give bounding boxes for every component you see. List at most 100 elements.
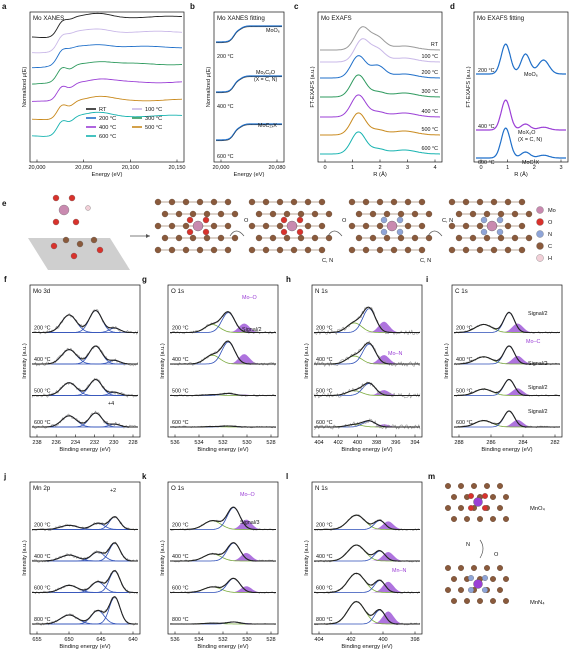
atom — [482, 493, 488, 499]
series-line — [476, 127, 566, 159]
structure-label: MnN₄ — [530, 600, 545, 606]
atom — [186, 216, 194, 224]
atom — [304, 198, 312, 206]
fit-envelope-line — [32, 542, 138, 562]
series-line — [320, 112, 441, 136]
panel-h: h 404 402 400 398 396 394 Binding energy (eV) In… — [286, 275, 423, 453]
x-tick-label: 288 — [454, 440, 463, 446]
atom — [386, 220, 398, 232]
temp-label: 200 °C — [172, 326, 189, 332]
atom — [490, 516, 496, 522]
annotation-text: Signal/2 — [528, 361, 547, 367]
atom — [283, 210, 291, 218]
atom — [85, 205, 91, 211]
plot-frame — [29, 481, 141, 635]
temp-label: 400 °C — [172, 554, 189, 560]
temp-label: 600 °C — [172, 420, 189, 426]
atom — [458, 565, 464, 571]
atom — [464, 598, 470, 604]
temp-label: RT — [431, 42, 439, 48]
atom — [376, 222, 384, 230]
fit-envelope-line — [314, 601, 420, 625]
atom — [362, 198, 370, 206]
temp-label: 600 °C — [421, 146, 438, 152]
atom — [290, 246, 298, 254]
atom — [497, 587, 503, 593]
atom — [161, 234, 169, 242]
structure-label: MnO₄ — [530, 506, 546, 512]
atom — [50, 242, 58, 250]
legend-swatch — [536, 218, 544, 226]
x-tick-label: 536 — [170, 637, 179, 643]
temp-label: 600 °C — [217, 154, 234, 160]
x-tick-label: 640 — [128, 637, 137, 643]
atom — [175, 210, 183, 218]
x-tick-label: 282 — [550, 440, 559, 446]
temp-label: 200 °C — [316, 326, 333, 332]
atom — [468, 587, 474, 593]
atom — [168, 246, 176, 254]
atom — [311, 210, 319, 218]
annotation-text: MoₓCᵧO — [256, 70, 275, 76]
legend-label: Mo — [548, 208, 556, 214]
y-axis-label: FT-EXAFS (a.u.) — [310, 66, 316, 107]
fit-envelope-line — [454, 378, 560, 397]
temp-label: 400 °C — [34, 554, 51, 560]
temp-label: 200 °C — [421, 70, 438, 76]
atom — [362, 246, 370, 254]
atom — [196, 246, 204, 254]
atom — [482, 505, 488, 511]
panel-letter: m — [428, 472, 435, 481]
atom — [503, 598, 509, 604]
temp-label: 500 °C — [456, 389, 473, 395]
atom — [248, 222, 256, 230]
atom — [269, 234, 277, 242]
atom — [58, 204, 70, 216]
series-line — [216, 75, 282, 93]
atom — [286, 220, 298, 232]
legend-label: 100 °C — [145, 107, 162, 113]
temp-label: 800 °C — [172, 617, 189, 623]
atom — [462, 246, 470, 254]
atom — [504, 246, 512, 254]
x-axis-label: Binding energy (eV) — [197, 447, 248, 453]
x-axis-label: Binding energy (eV) — [197, 644, 248, 650]
fit-envelope-line — [32, 596, 138, 625]
atom — [490, 494, 496, 500]
atom — [248, 198, 256, 206]
x-tick-label: 402 — [346, 637, 355, 643]
x-axis-label: R (Å) — [514, 171, 528, 178]
series-line — [216, 123, 282, 141]
atom — [224, 198, 232, 206]
legend-swatch — [536, 206, 544, 214]
atom — [503, 516, 509, 522]
series-line — [32, 28, 183, 54]
atom — [203, 210, 211, 218]
atom — [418, 222, 426, 230]
panel-title: N 1s — [315, 485, 328, 492]
atom — [210, 246, 218, 254]
annotation-text: Signal/3 — [240, 520, 259, 526]
panel-title: O 1s — [171, 288, 184, 295]
atom — [304, 246, 312, 254]
atom — [182, 246, 190, 254]
atom — [355, 234, 363, 242]
temp-label: 400 °C — [316, 357, 333, 363]
atom — [455, 234, 463, 242]
temp-label: 500 °C — [421, 127, 438, 133]
atom — [483, 234, 491, 242]
atom — [202, 228, 210, 236]
y-axis-label: Intensity (a.u.) — [22, 343, 28, 379]
x-tick-label: 20,000 — [212, 165, 229, 171]
fit-envelope-line — [314, 420, 420, 428]
atom — [445, 565, 451, 571]
atom — [396, 216, 404, 224]
atom — [462, 198, 470, 206]
atom — [262, 198, 270, 206]
atom — [376, 198, 384, 206]
annotation-text: Mo–N — [388, 351, 402, 357]
x-axis-label: Binding energy (eV) — [341, 644, 392, 650]
atom — [210, 222, 218, 230]
